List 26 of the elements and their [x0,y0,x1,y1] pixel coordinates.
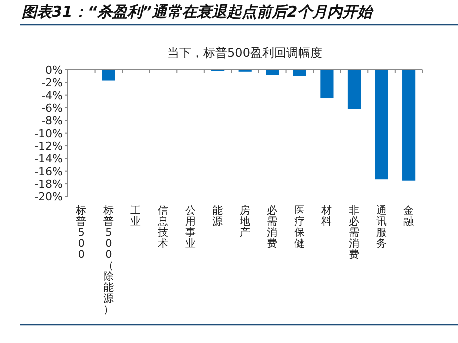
x-tick-label: 能源 [212,204,224,228]
x-tick-label: 医疗保健 [294,205,306,250]
x-tick-label: 必需消费 [267,204,278,250]
y-tick-label: -8% [42,114,63,128]
x-tick-label: 工业 [130,205,142,228]
x-tick-label: 信息技术 [156,205,169,250]
x-tick-label: 非必需消费 [348,204,360,261]
y-tick-label: -2% [42,76,63,90]
y-tick-label: -14% [34,152,63,166]
x-tick-label: 金融 [404,205,415,228]
y-tick-label: -20% [34,190,63,204]
x-tick-label: 房地产 [238,204,251,239]
chart-title: 图表31：“杀盈利”通常在衰退起点前后2个月内开始 [22,3,375,21]
x-tick-label: 公用事业 [185,205,196,250]
y-tick-label: -6% [42,102,63,116]
y-tick-label: -10% [34,127,63,140]
x-tick-label: 通讯服务 [376,204,388,250]
category-label: 标普500（除能源） [103,205,114,316]
y-tick-label: 0% [46,64,63,77]
chart-subtitle: 当下，标普500盈利回调幅度 [168,46,322,60]
y-tick-label: -18% [34,178,63,192]
y-tick-label: -16% [34,165,63,178]
y-tick-label: -4% [42,89,63,102]
x-tick-label: 标普500 [75,205,88,261]
y-tick-label: -12% [34,140,63,154]
x-tick-label: 材料 [320,204,333,228]
